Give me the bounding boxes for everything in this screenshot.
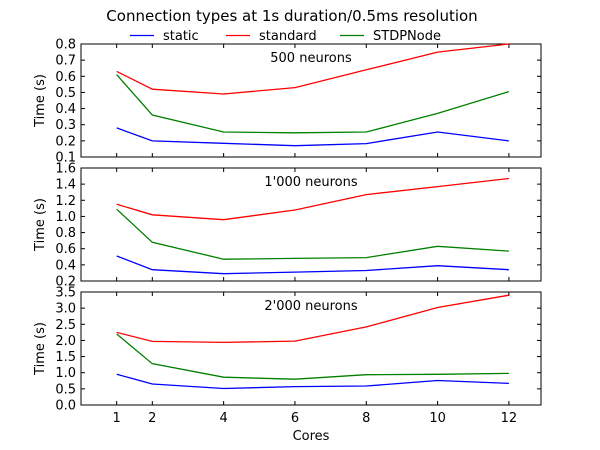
xtick-label: 8 [362, 411, 370, 426]
panel-3-ylabel: Time (s) [33, 322, 48, 376]
panel-1-ytick-label: 0.6 [55, 70, 76, 85]
legend: static standard STDPNode [130, 29, 441, 44]
panel-3-ytick-label: 3.5 [55, 286, 76, 301]
panel-1-series-static [116, 127, 509, 147]
xtick-label: 2 [148, 411, 156, 426]
panel-1-series-stdpnode [116, 74, 510, 134]
panel-3-ytick-label: 1.0 [55, 366, 76, 381]
panel-3-ytick-label: 3.0 [55, 302, 76, 317]
panel-3: 0.0 0.51.01.52.02.53.03.5 Time (s) 2'000 ne… [33, 286, 542, 414]
panel-1-ylabel: Time (s) [33, 74, 48, 128]
xtick-label: 10 [429, 411, 446, 426]
panel-2-ytick-label: 1.2 [55, 194, 76, 209]
panel-1-frame [80, 43, 542, 158]
panel-2-series-stdpnode [116, 208, 509, 260]
panel-1: 0.1 0.20.30.40.50.60.70.8 Time (s) 500 neur… [33, 38, 542, 166]
panel-2-ytick-label: 0.8 [55, 226, 76, 241]
chart-title: Connection types at 1s duration/0.5ms re… [106, 7, 477, 25]
panel-2: 0.2 0.40.60.81.01.21.41.6 Time (s) 1'000 ne… [33, 162, 542, 290]
panel-2-ytick-label: 1.0 [55, 210, 76, 225]
legend-label-2: standard [259, 29, 317, 44]
panel-3-series-static [116, 373, 509, 390]
panel-1-ytick-label: 0.8 [55, 38, 76, 53]
panel-2-annotation: 1'000 neurons [264, 175, 358, 190]
xtick-label: 4 [219, 411, 227, 426]
panel-2-ytick-label: 1.4 [55, 178, 76, 193]
panel-3-series-stdpnode [116, 333, 509, 380]
panel-1-ytick-label: 0.2 [55, 134, 76, 149]
panel-3-ytick-label: 0.0 [55, 399, 76, 414]
panel-3-ytick-label: 2.5 [55, 318, 76, 333]
panel-1-ytick-label: 0.4 [55, 102, 76, 117]
panel-3-annotation: 2'000 neurons [264, 299, 358, 314]
panel-2-frame [80, 167, 542, 282]
panel-3-ytick-label: 0.5 [55, 382, 76, 397]
xtick-label: 12 [501, 411, 518, 426]
panel-1-ytick-label: 0.1 [55, 151, 76, 166]
xtick-label: 1 [113, 411, 121, 426]
panel-2-series-standard [116, 177, 509, 221]
x-axis-label: Cores [293, 429, 330, 444]
panel-1-annotation: 500 neurons [270, 51, 352, 66]
xtick-label: 6 [291, 411, 299, 426]
panel-2-series-static [116, 255, 509, 275]
panel-2-ylabel: Time (s) [33, 198, 48, 252]
panel-3-series-standard [116, 294, 510, 344]
panel-1-ytick-label: 0.7 [55, 54, 76, 69]
panel-2-ytick-label: 0.6 [55, 242, 76, 257]
panel-1-ytick-label: 0.5 [55, 86, 76, 101]
panel-3-ytick-label: 2.0 [55, 334, 76, 349]
panel-3-ytick-label: 1.5 [55, 350, 76, 365]
panel-1-series-standard [116, 43, 509, 95]
panel-3-frame [80, 291, 542, 406]
panel-2-ytick-label: 0.4 [55, 258, 76, 273]
panel-1-ytick-label: 0.3 [55, 118, 76, 133]
legend-label-1: static [163, 29, 199, 44]
panel-2-ytick-label: 0.2 [55, 275, 76, 290]
legend-label-3: STDPNode [373, 29, 441, 44]
panel-2-ytick-label: 1.6 [55, 162, 76, 177]
